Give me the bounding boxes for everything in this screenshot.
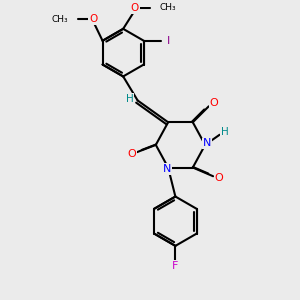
Text: I: I	[167, 36, 170, 46]
Text: O: O	[127, 148, 136, 159]
Text: CH₃: CH₃	[159, 4, 176, 13]
Text: CH₃: CH₃	[52, 15, 69, 24]
Text: O: O	[130, 3, 139, 13]
Text: H: H	[221, 128, 229, 137]
Text: O: O	[214, 173, 223, 183]
Text: N: N	[202, 138, 211, 148]
Text: H: H	[126, 94, 134, 104]
Text: N: N	[163, 164, 171, 174]
Text: O: O	[89, 14, 98, 24]
Text: O: O	[210, 98, 218, 108]
Text: F: F	[172, 261, 178, 271]
